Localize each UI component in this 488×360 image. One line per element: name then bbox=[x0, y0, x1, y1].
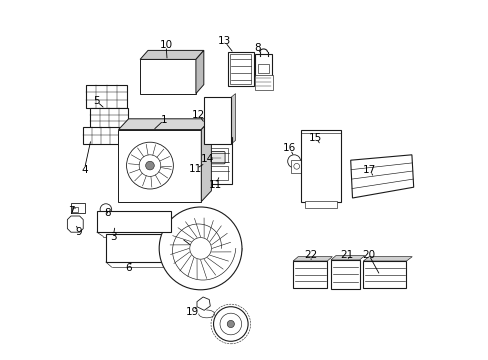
Polygon shape bbox=[330, 256, 364, 260]
Bar bbox=[115, 213, 125, 229]
Bar bbox=[113, 238, 126, 258]
Bar bbox=[174, 238, 188, 258]
Bar bbox=[305, 201, 337, 208]
Text: 13: 13 bbox=[217, 36, 230, 46]
Circle shape bbox=[189, 238, 211, 259]
Bar bbox=[257, 64, 268, 73]
Circle shape bbox=[227, 320, 234, 328]
Text: 11: 11 bbox=[188, 164, 202, 174]
Circle shape bbox=[100, 204, 111, 215]
Bar bbox=[208, 137, 231, 184]
Text: 3: 3 bbox=[110, 232, 116, 242]
Bar bbox=[204, 97, 231, 144]
Bar bbox=[228, 52, 253, 86]
Polygon shape bbox=[363, 257, 411, 261]
Polygon shape bbox=[196, 50, 203, 94]
Bar bbox=[169, 238, 183, 258]
Bar bbox=[210, 148, 228, 162]
Polygon shape bbox=[292, 257, 332, 261]
Text: 16: 16 bbox=[283, 143, 296, 153]
Bar bbox=[129, 213, 138, 229]
Bar bbox=[140, 59, 196, 94]
Text: 7: 7 bbox=[68, 206, 75, 216]
Bar bbox=[363, 261, 406, 288]
Text: 8: 8 bbox=[253, 42, 260, 53]
Bar bbox=[230, 54, 251, 84]
Bar bbox=[83, 127, 119, 144]
Text: 22: 22 bbox=[304, 249, 317, 260]
Text: 1: 1 bbox=[161, 114, 167, 125]
Text: 5: 5 bbox=[93, 96, 99, 106]
Bar bbox=[145, 64, 190, 89]
Text: 14: 14 bbox=[201, 154, 214, 164]
Bar bbox=[97, 211, 170, 232]
Bar bbox=[142, 213, 151, 229]
Polygon shape bbox=[350, 155, 413, 198]
Circle shape bbox=[287, 155, 300, 168]
Polygon shape bbox=[231, 94, 235, 144]
Text: 11: 11 bbox=[209, 180, 222, 190]
Bar bbox=[155, 213, 164, 229]
Polygon shape bbox=[67, 216, 83, 232]
Bar bbox=[118, 130, 201, 202]
Circle shape bbox=[145, 161, 154, 170]
Text: 4: 4 bbox=[81, 165, 87, 175]
Bar bbox=[86, 85, 127, 108]
Text: 8: 8 bbox=[104, 208, 111, 218]
Bar bbox=[102, 213, 111, 229]
Polygon shape bbox=[118, 119, 211, 130]
Bar bbox=[71, 203, 85, 213]
Bar bbox=[211, 128, 225, 137]
Bar bbox=[290, 160, 305, 173]
Bar bbox=[210, 166, 228, 180]
Text: 19: 19 bbox=[185, 307, 199, 317]
Text: 20: 20 bbox=[362, 249, 374, 260]
Bar bbox=[106, 234, 192, 262]
Bar bbox=[292, 261, 326, 288]
Text: 2: 2 bbox=[192, 244, 199, 254]
Circle shape bbox=[213, 307, 247, 341]
Text: 9: 9 bbox=[76, 227, 82, 237]
Circle shape bbox=[126, 142, 173, 189]
Bar bbox=[330, 260, 359, 289]
Bar bbox=[132, 238, 145, 258]
Circle shape bbox=[159, 207, 242, 290]
Polygon shape bbox=[201, 119, 211, 202]
Text: 6: 6 bbox=[125, 263, 132, 273]
Bar bbox=[90, 108, 128, 128]
Text: 10: 10 bbox=[159, 40, 172, 50]
Polygon shape bbox=[197, 297, 210, 310]
Bar bbox=[150, 238, 164, 258]
Text: 18: 18 bbox=[218, 327, 231, 337]
Bar bbox=[254, 75, 273, 90]
Bar bbox=[301, 130, 340, 202]
Text: 12: 12 bbox=[192, 110, 205, 120]
Circle shape bbox=[139, 155, 161, 176]
Bar bbox=[72, 207, 78, 212]
Text: 17: 17 bbox=[363, 165, 376, 175]
Polygon shape bbox=[150, 234, 159, 245]
Text: 21: 21 bbox=[340, 249, 353, 260]
Bar bbox=[255, 54, 271, 76]
Text: 15: 15 bbox=[308, 132, 322, 143]
Polygon shape bbox=[140, 50, 203, 59]
FancyBboxPatch shape bbox=[204, 152, 224, 164]
